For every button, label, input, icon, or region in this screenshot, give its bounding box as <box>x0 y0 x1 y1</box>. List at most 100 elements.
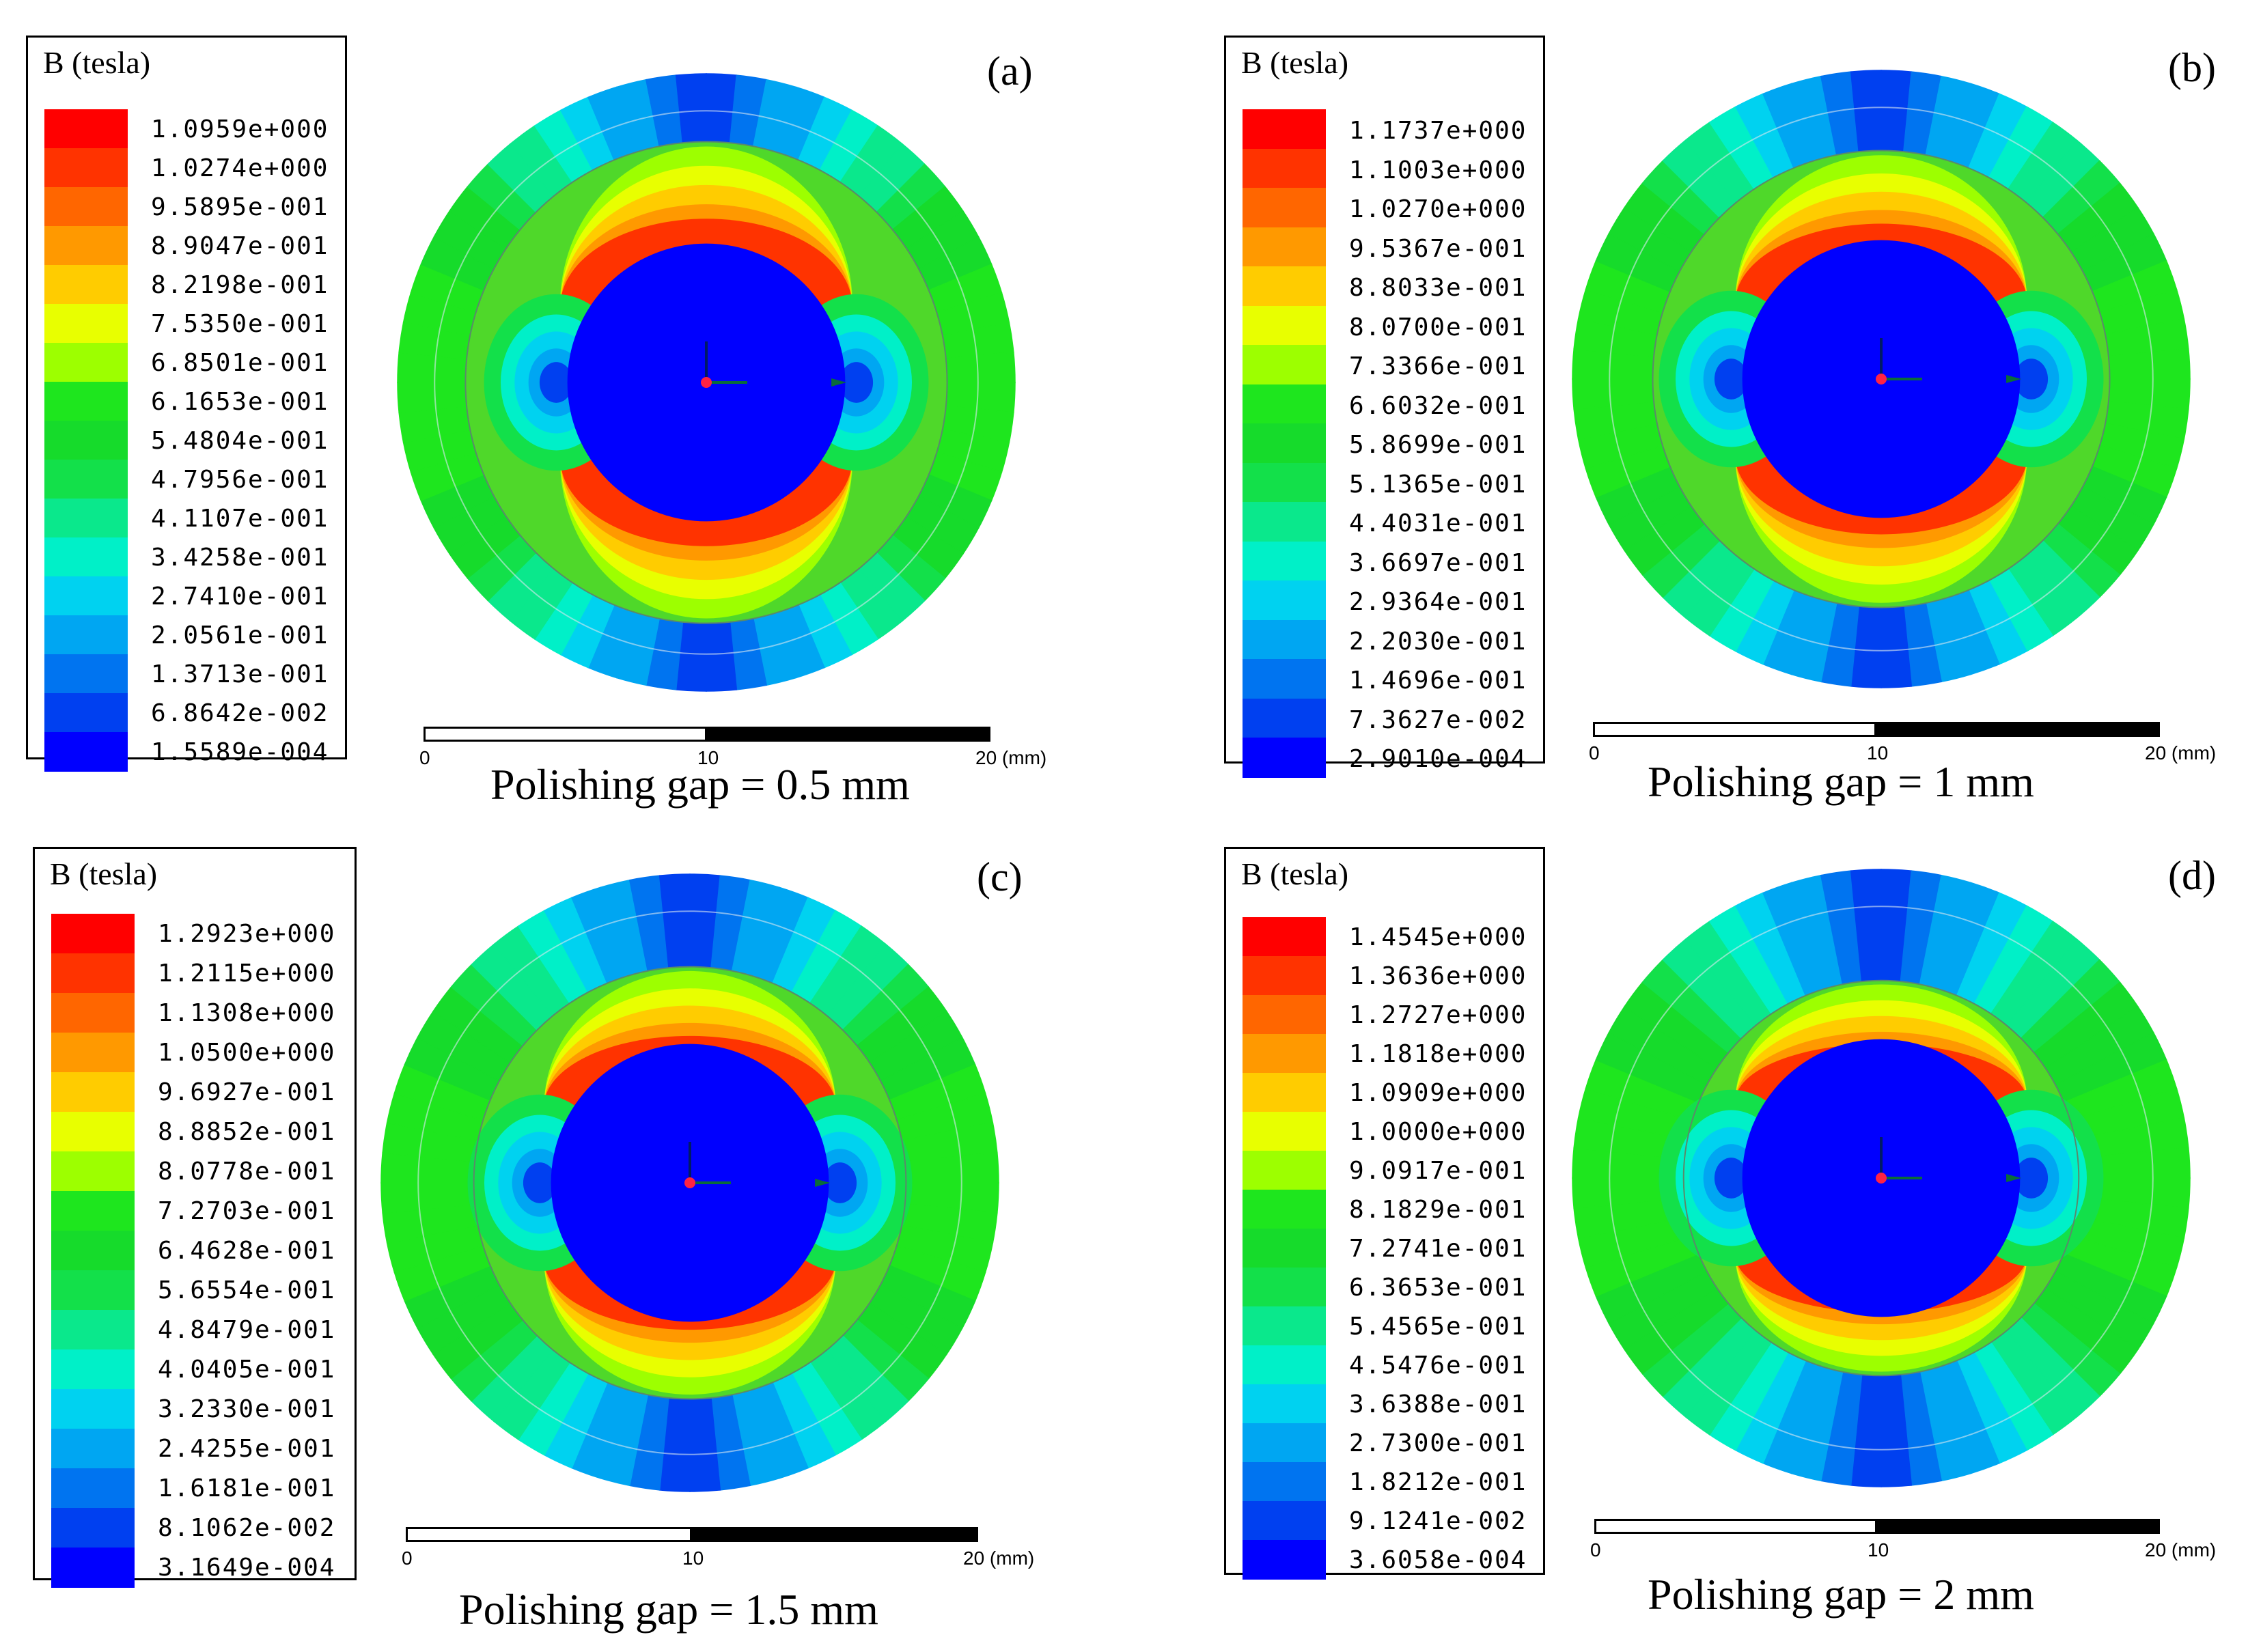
legend-tick-label: 6.4628e-001 <box>158 1237 336 1265</box>
legend-tick-label: 4.8479e-001 <box>158 1316 336 1344</box>
ring-outline <box>1609 107 2154 652</box>
caption: Polishing gap = 2 mm <box>1648 1570 2034 1619</box>
ring-outline <box>417 910 962 1455</box>
scale-bar-white-segment <box>1593 722 1876 737</box>
legend-swatch <box>51 1349 135 1390</box>
legend-swatch <box>1243 995 1326 1035</box>
legend-tick-label: 2.7300e-001 <box>1349 1429 1527 1457</box>
origin-marker <box>1876 374 1887 384</box>
magnetic-field-plot <box>1572 869 2191 1487</box>
legend-box: B (tesla) 1.0959e+000 1.0274e+000 9.5895e-0… <box>26 36 347 772</box>
legend-tick-label: 6.6032e-001 <box>1349 391 1527 420</box>
panel-label: (d) <box>2168 853 2216 898</box>
side-low-field-pocket <box>1714 359 1748 400</box>
legend-swatch <box>1243 619 1326 660</box>
legend-tick-label: 9.0917e-001 <box>1349 1157 1527 1185</box>
scale-bar-label: 10 <box>682 1548 704 1569</box>
legend-swatch <box>1243 1034 1326 1074</box>
scale-bar-white-segment <box>424 727 707 742</box>
scale-bar-white-segment <box>1594 1519 1877 1534</box>
scale-bar-white-segment <box>406 1527 692 1542</box>
legend-tick-label: 6.8501e-001 <box>151 349 329 377</box>
legend-tick-label: 2.0561e-001 <box>151 621 329 649</box>
caption: Polishing gap = 1 mm <box>1648 757 2034 806</box>
side-low-field-pocket <box>539 362 573 403</box>
inner-boundary <box>1652 150 2111 608</box>
legend-swatch <box>51 1112 135 1152</box>
legend-tick-label: 4.0405e-001 <box>158 1356 336 1384</box>
legend-tick-label: 1.3713e-001 <box>151 660 329 688</box>
legend-tick-label: 3.2330e-001 <box>158 1395 336 1423</box>
side-low-field-pocket <box>523 1162 557 1203</box>
inner-boundary <box>473 966 907 1400</box>
legend-tick-label: 3.6058e-004 <box>1349 1546 1527 1574</box>
legend-swatch <box>1243 423 1326 464</box>
scale-bar-black-segment <box>707 727 990 742</box>
legend-tick-label: 1.6181e-001 <box>158 1474 336 1502</box>
legend-tick-label: 8.2198e-001 <box>151 271 329 299</box>
legend-tick-label: 8.1062e-002 <box>158 1514 336 1542</box>
panel-label: (b) <box>2168 45 2216 90</box>
legend-swatch <box>1243 1501 1326 1541</box>
legend-swatch <box>51 993 135 1033</box>
legend-tick-label: 1.4696e-001 <box>1349 667 1527 695</box>
legend-title: B (tesla) <box>50 856 158 891</box>
panel-b: B (tesla) 1.1737e+000 1.1003e+000 1.0270e+0… <box>1124 0 2248 826</box>
legend-swatch <box>1243 659 1326 699</box>
legend-swatch <box>1243 956 1326 996</box>
panel-label: (c) <box>977 854 1023 899</box>
legend-tick-label: 7.3627e-002 <box>1349 705 1527 734</box>
legend-swatch <box>44 732 128 772</box>
magnetic-field-plot <box>380 873 999 1492</box>
legend-swatch <box>1243 1306 1326 1346</box>
scale-bar-label: 10 <box>697 747 719 768</box>
legend-swatch <box>1243 1268 1326 1307</box>
legend-box: B (tesla) 1.2923e+000 1.2115e+000 1.1308e+0… <box>33 847 357 1588</box>
legend-tick-label: 9.1241e-002 <box>1349 1507 1527 1535</box>
legend-tick-label: 1.8212e-001 <box>1349 1468 1527 1496</box>
legend-swatch <box>1243 384 1326 424</box>
legend-tick-label: 1.0000e+000 <box>1349 1118 1527 1146</box>
scale-bar-black-segment <box>692 1527 978 1542</box>
legend-tick-label: 1.1308e+000 <box>158 999 336 1027</box>
legend-swatch <box>1243 1190 1326 1229</box>
legend-swatch <box>44 460 128 499</box>
legend-swatch <box>44 537 128 577</box>
legend-swatch <box>44 109 128 149</box>
ring-outline <box>434 110 979 655</box>
legend-title: B (tesla) <box>43 45 151 80</box>
legend-tick-label: 8.8033e-001 <box>1349 274 1527 302</box>
legend-swatch <box>1243 502 1326 542</box>
legend-swatch <box>1243 462 1326 503</box>
legend-swatch <box>44 148 128 188</box>
origin-marker <box>684 1177 695 1188</box>
legend-tick-label: 2.9010e-004 <box>1349 745 1527 773</box>
legend-swatch <box>1243 1345 1326 1385</box>
legend-swatch <box>1243 1151 1326 1190</box>
panel-c: B (tesla) 1.2923e+000 1.2115e+000 1.1308e+0… <box>0 826 1124 1652</box>
legend-swatch <box>44 187 128 227</box>
legend-swatch <box>51 1151 135 1192</box>
scale-bar-label: 20 (mm) <box>975 747 1047 768</box>
legend-tick-label: 1.3636e+000 <box>1349 962 1527 990</box>
legend-tick-label: 1.1003e+000 <box>1349 156 1527 184</box>
legend-swatch <box>1243 1112 1326 1151</box>
ring-outline <box>1609 906 2154 1451</box>
legend-tick-label: 9.6927e-001 <box>158 1078 336 1106</box>
legend-tick-label: 1.1737e+000 <box>1349 117 1527 145</box>
direction-marker <box>831 378 847 387</box>
legend-box: B (tesla) 1.1737e+000 1.1003e+000 1.0270e+0… <box>1224 36 1545 778</box>
legend-swatch <box>1243 148 1326 188</box>
legend-swatch <box>1243 1423 1326 1463</box>
legend-swatch <box>1243 1462 1326 1502</box>
direction-marker <box>2006 1174 2022 1182</box>
legend-swatch <box>1243 541 1326 581</box>
legend-tick-label: 4.4031e-001 <box>1349 509 1527 537</box>
scale-bar-label: 0 <box>1589 742 1600 764</box>
scale-bar-black-segment <box>1877 1519 2160 1534</box>
legend-swatch <box>44 343 128 382</box>
legend-tick-label: 9.5367e-001 <box>1349 234 1527 263</box>
legend-tick-label: 1.5589e-004 <box>151 738 329 766</box>
legend-tick-label: 2.4255e-001 <box>158 1435 336 1463</box>
legend-tick-label: 5.4804e-001 <box>151 427 329 455</box>
